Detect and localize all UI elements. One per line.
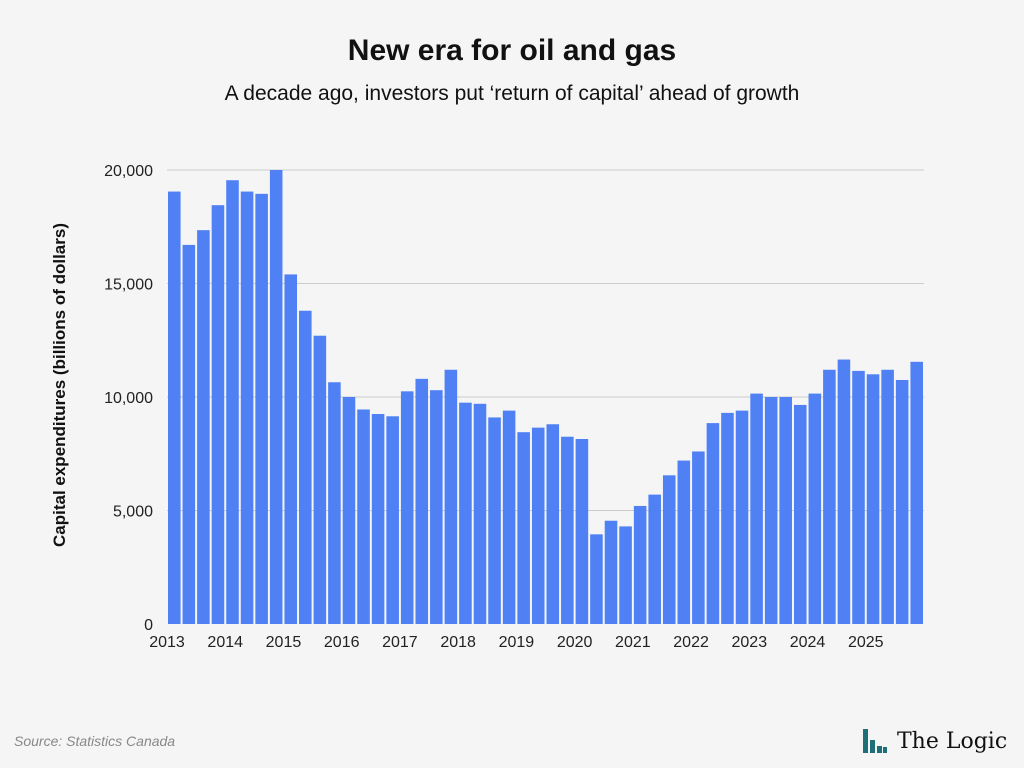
bar (342, 397, 356, 624)
bar (444, 369, 458, 624)
bar (721, 412, 734, 624)
bar (168, 191, 181, 624)
the-logic-bars-icon (863, 729, 887, 753)
bar (677, 460, 691, 624)
bar (808, 393, 822, 624)
bar (648, 494, 661, 624)
x-tick-label: 2015 (266, 634, 302, 651)
brand-name: The Logic (897, 728, 1008, 754)
x-axis-ticks: 2013 2014 2015 2016 2017 2018 2019 2020 2021 2022… (149, 634, 883, 651)
x-tick-label: 2020 (557, 634, 593, 651)
bar (692, 451, 705, 624)
bar (284, 274, 298, 624)
x-tick-label: 2024 (790, 634, 826, 651)
brand-logo: The Logic (862, 728, 1007, 754)
bar (823, 369, 836, 624)
bar (604, 520, 618, 624)
bars (168, 170, 923, 624)
bar (662, 475, 676, 624)
x-tick-label: 2016 (324, 634, 360, 651)
bar (852, 370, 865, 624)
chart-subtitle: A decade ago, investors put ‘return of c… (224, 82, 800, 105)
bar (706, 423, 720, 624)
bar (895, 379, 909, 624)
x-tick-label: 2025 (848, 634, 884, 651)
bar (371, 414, 385, 624)
bar (837, 359, 851, 624)
x-tick-label: 2021 (615, 634, 651, 651)
x-tick-label: 2022 (673, 634, 709, 651)
bar (619, 526, 632, 624)
y-axis-ticks: 0 5,000 10,000 15,000 20,000 (104, 163, 153, 634)
x-tick-label: 2023 (732, 634, 768, 651)
bar (881, 369, 894, 624)
bar (299, 310, 312, 624)
bar (546, 424, 560, 624)
bar (400, 391, 414, 624)
bar (473, 403, 487, 624)
bar (488, 417, 501, 624)
y-axis-label: Capital expenditures (billions of dollar… (50, 223, 69, 547)
bar (269, 170, 283, 624)
x-tick-label: 2017 (382, 634, 418, 651)
bar (182, 244, 196, 624)
bar (590, 534, 603, 624)
bar (561, 436, 574, 624)
bar (328, 382, 341, 624)
y-tick-label: 0 (144, 617, 153, 634)
bar (415, 378, 429, 624)
bar (633, 505, 647, 624)
bar (197, 230, 210, 624)
source-note: Source: Statistics Canada (14, 733, 176, 749)
y-tick-label: 15,000 (104, 277, 153, 294)
x-tick-label: 2019 (499, 634, 535, 651)
bar (226, 180, 239, 624)
bar (764, 397, 778, 624)
chart-title: New era for oil and gas (347, 34, 677, 67)
bar (750, 393, 763, 624)
y-tick-label: 5,000 (113, 504, 153, 521)
bar (313, 335, 327, 624)
bar (575, 439, 589, 624)
x-tick-label: 2013 (149, 634, 185, 651)
bar (386, 416, 399, 624)
y-tick-label: 20,000 (104, 163, 153, 180)
bar (459, 402, 472, 624)
bar (502, 410, 516, 624)
bar (211, 205, 225, 624)
bar (357, 409, 370, 624)
bar (779, 397, 792, 624)
x-tick-label: 2018 (440, 634, 476, 651)
bar (255, 193, 268, 624)
bar (866, 374, 880, 624)
bar (430, 390, 443, 624)
bar (531, 427, 545, 624)
bar (735, 410, 749, 624)
bar (910, 361, 923, 624)
x-tick-label: 2014 (207, 634, 243, 651)
bar (240, 191, 254, 624)
y-tick-label: 10,000 (104, 390, 153, 407)
bar (793, 404, 807, 624)
bar (517, 432, 530, 624)
